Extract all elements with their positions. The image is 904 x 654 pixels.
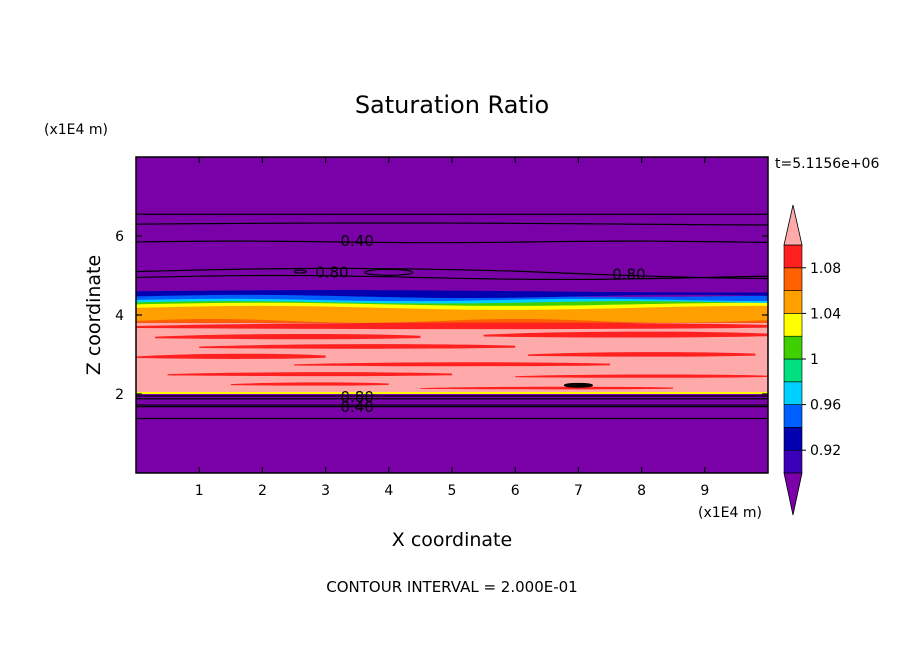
contour-label: 0.40: [340, 398, 373, 416]
colorbar-top-arrow: [783, 204, 803, 246]
colorbar-bin: [783, 335, 803, 360]
contour-closed: [563, 382, 594, 388]
x-tick-label: 5: [448, 483, 457, 499]
contour-label: 0.80: [315, 264, 348, 282]
colorbar-bin: [783, 381, 803, 405]
band-yellow: [136, 301, 768, 310]
colorbar-label: 1.04: [810, 306, 841, 322]
contour-line: [136, 274, 768, 281]
red-streak: [199, 344, 516, 349]
x-tick-label: 8: [637, 483, 646, 499]
red-streak: [136, 353, 326, 359]
x-tick-label: 9: [700, 483, 709, 499]
y-tick-label: 6: [115, 229, 124, 245]
contour-label: 0.80: [612, 266, 645, 284]
red-streak: [136, 322, 768, 330]
contour-interval-note: CONTOUR INTERVAL = 2.000E-01: [326, 578, 577, 596]
x-tick-label: 3: [321, 483, 330, 499]
colorbar-label: 0.96: [810, 398, 841, 414]
band-yellow-thin: [136, 392, 768, 394]
colorbar-bin: [783, 267, 803, 291]
colorbar-bottom-arrow: [783, 472, 803, 516]
colorbar-bin: [783, 404, 803, 428]
x-unit-label: (x1E4 m): [698, 505, 762, 521]
x-tick-label: 6: [511, 483, 520, 499]
x-tick-label: 4: [384, 483, 393, 499]
colorbar-bin: [783, 358, 803, 383]
contour-label: 0.40: [340, 232, 373, 250]
red-streak: [154, 333, 421, 340]
x-tick-label: 2: [258, 483, 267, 499]
colorbar: 0.92 0.96 1 1.04 1.08: [783, 204, 841, 516]
contour-label: 0.80: [340, 388, 373, 406]
band-navy: [136, 290, 768, 299]
colorbar-bin: [783, 244, 803, 269]
colorbar-bin: [783, 313, 803, 337]
y-tick-label: 4: [115, 308, 124, 324]
y-tick-label: 2: [115, 387, 124, 403]
colorbar-label: 1.08: [810, 261, 841, 277]
red-streak: [515, 374, 768, 378]
red-streak: [294, 362, 610, 367]
contour-line: [136, 222, 768, 226]
red-streak: [230, 382, 389, 386]
contour-closed: [293, 269, 307, 274]
colorbar-label: 0.92: [810, 443, 841, 459]
y-unit-label: (x1E4 m): [44, 122, 108, 138]
x-tick-label: 1: [195, 483, 204, 499]
x-axis-label: X coordinate: [392, 529, 512, 551]
colorbar-label: 1: [810, 352, 819, 368]
red-streak: [420, 386, 674, 390]
red-streak: [527, 352, 756, 357]
y-axis-label: Z coordinate: [83, 255, 105, 375]
x-tick-label: 7: [574, 483, 583, 499]
chart-title: Saturation Ratio: [355, 91, 549, 119]
contour-closed: [364, 268, 414, 276]
contour-line: [136, 267, 768, 280]
colorbar-bin: [783, 290, 803, 314]
red-streak: [167, 372, 452, 377]
colorbar-bin: [783, 427, 803, 451]
plot-area: [136, 157, 768, 473]
red-streak: [483, 331, 768, 338]
colorbar-bin: [783, 449, 803, 474]
time-label: t=5.1156e+06: [775, 156, 879, 172]
contour-line: [136, 240, 768, 244]
